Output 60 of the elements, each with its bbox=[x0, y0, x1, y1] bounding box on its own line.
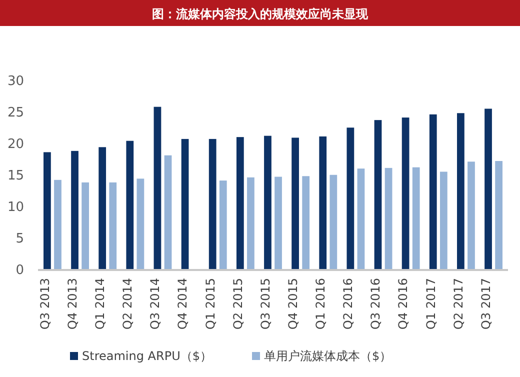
bar bbox=[402, 118, 410, 270]
bar bbox=[98, 147, 106, 270]
x-tick-label: Q3 2016 bbox=[368, 278, 383, 330]
x-tick-label: Q3 2014 bbox=[148, 278, 162, 330]
bar bbox=[357, 168, 365, 270]
y-tick-label: 5 bbox=[16, 232, 24, 247]
bar bbox=[126, 140, 134, 270]
bar bbox=[374, 120, 382, 270]
bar bbox=[264, 136, 272, 270]
bar bbox=[219, 180, 227, 270]
x-tick-label: Q3 2015 bbox=[258, 278, 272, 330]
bar bbox=[236, 137, 244, 270]
bar bbox=[457, 113, 464, 270]
bar bbox=[154, 106, 162, 270]
bar bbox=[495, 161, 502, 270]
bar bbox=[292, 138, 299, 270]
y-tick-label: 0 bbox=[16, 263, 24, 278]
y-tick-label: 10 bbox=[7, 200, 24, 216]
y-tick-label: 20 bbox=[7, 137, 24, 152]
x-tick-label: Q4 2013 bbox=[65, 278, 80, 330]
bar bbox=[319, 136, 327, 270]
x-tick-label: Q4 2016 bbox=[396, 278, 410, 330]
x-tick-label: Q4 2015 bbox=[286, 278, 300, 330]
bar bbox=[346, 128, 354, 270]
bar bbox=[208, 138, 216, 270]
bar bbox=[44, 152, 51, 270]
bar bbox=[71, 150, 78, 270]
x-tick-label: Q3 2017 bbox=[478, 278, 493, 330]
x-tick-label: Q1 2016 bbox=[314, 278, 328, 330]
x-tick-label: Q1 2015 bbox=[203, 278, 218, 330]
x-tick-label: Q3 2013 bbox=[38, 278, 52, 330]
bar bbox=[429, 114, 437, 270]
legend-label: Streaming ARPU（$） bbox=[82, 349, 212, 363]
bar bbox=[164, 155, 172, 270]
x-tick-label: Q2 2014 bbox=[120, 278, 135, 330]
bar bbox=[302, 176, 310, 270]
x-tick-label: Q2 2015 bbox=[230, 278, 245, 330]
y-tick-label: 25 bbox=[7, 106, 24, 121]
chart-title: 图：流媒体内容投入的规模效应尚未显现 bbox=[152, 7, 369, 21]
bar bbox=[412, 167, 420, 270]
x-tick-label: Q1 2014 bbox=[93, 278, 108, 330]
bar bbox=[440, 172, 448, 270]
bar bbox=[54, 180, 62, 270]
bar bbox=[247, 177, 254, 270]
y-tick-label: 15 bbox=[7, 168, 24, 184]
x-tick-label: Q2 2017 bbox=[451, 278, 466, 330]
y-tick-label: 30 bbox=[7, 74, 24, 90]
x-tick-label: Q1 2017 bbox=[424, 278, 438, 330]
legend-label: 单用户流媒体成本（$） bbox=[264, 349, 392, 363]
bar bbox=[136, 178, 144, 270]
bar bbox=[82, 182, 89, 270]
bar bbox=[484, 108, 492, 270]
x-tick-label: Q4 2014 bbox=[176, 278, 190, 330]
bar bbox=[274, 176, 282, 270]
bar bbox=[109, 182, 117, 270]
bar bbox=[468, 162, 475, 270]
bar bbox=[181, 138, 189, 270]
x-tick-label: Q2 2016 bbox=[341, 278, 356, 330]
bar bbox=[384, 168, 392, 270]
bar bbox=[330, 174, 338, 270]
